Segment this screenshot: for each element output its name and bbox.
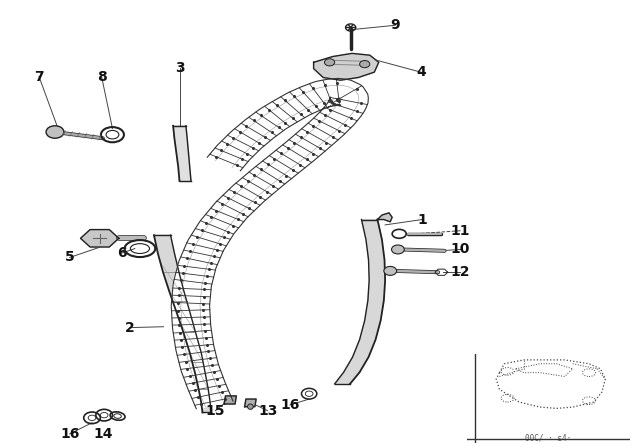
Text: 5: 5: [65, 250, 74, 264]
Polygon shape: [224, 396, 236, 404]
Circle shape: [46, 126, 64, 138]
Polygon shape: [378, 213, 392, 222]
Text: 7: 7: [34, 69, 44, 84]
Text: 12: 12: [451, 265, 470, 279]
Text: 9: 9: [390, 18, 400, 32]
Circle shape: [392, 245, 404, 254]
Text: 14: 14: [93, 427, 113, 441]
Ellipse shape: [248, 404, 253, 409]
Text: 3: 3: [175, 60, 184, 75]
Polygon shape: [154, 235, 211, 413]
Text: 13: 13: [258, 404, 277, 418]
Text: 2: 2: [125, 321, 134, 335]
Circle shape: [324, 59, 335, 66]
Polygon shape: [172, 78, 369, 409]
Text: 6: 6: [117, 246, 127, 260]
Polygon shape: [314, 53, 379, 80]
Text: 1: 1: [417, 212, 427, 227]
Text: 11: 11: [451, 224, 470, 238]
Text: 00C/ · ε4·: 00C/ · ε4·: [525, 434, 571, 443]
Text: 10: 10: [451, 242, 470, 256]
Text: 4: 4: [416, 65, 426, 79]
Polygon shape: [335, 220, 385, 384]
Text: 16: 16: [280, 398, 300, 412]
Text: 15: 15: [205, 404, 225, 418]
Circle shape: [360, 60, 370, 68]
Polygon shape: [244, 399, 256, 407]
Polygon shape: [81, 229, 119, 247]
Text: 16: 16: [60, 427, 79, 441]
Text: 8: 8: [97, 69, 106, 84]
Polygon shape: [173, 126, 191, 181]
Circle shape: [384, 267, 397, 276]
